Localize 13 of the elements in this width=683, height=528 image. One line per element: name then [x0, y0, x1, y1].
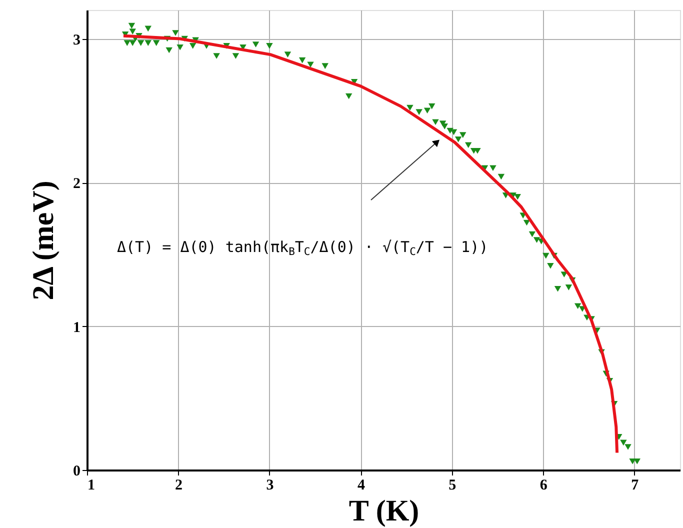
y-tick-label: 2 [73, 176, 80, 192]
x-axis-title: T (K) [348, 494, 420, 528]
y-tick-label: 1 [73, 320, 80, 336]
x-tick-label: 5 [448, 478, 456, 494]
x-tick-label: 2 [174, 478, 182, 494]
y-tick-label: 0 [73, 464, 80, 480]
x-tick-label: 6 [540, 478, 548, 494]
x-tick-label: 4 [357, 478, 366, 494]
x-tick-label: 1 [88, 478, 95, 494]
y-axis-title: 2Δ (meV) [27, 180, 60, 300]
x-tick-label: 3 [266, 478, 274, 494]
x-tick-label: 7 [631, 478, 640, 494]
y-tick-label: 3 [73, 32, 80, 48]
